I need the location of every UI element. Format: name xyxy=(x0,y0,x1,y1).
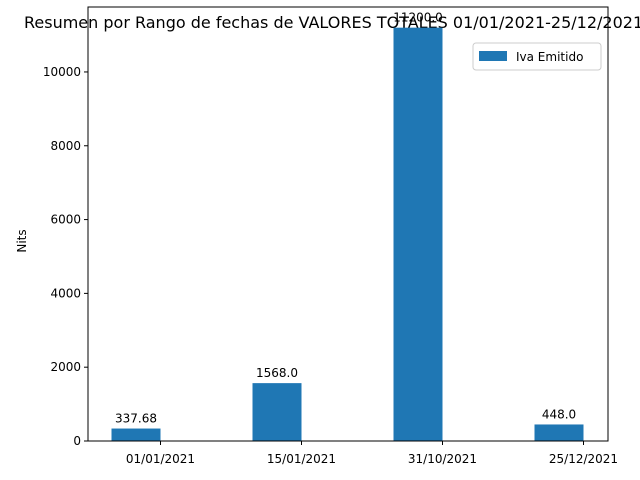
bars-layer xyxy=(111,27,584,442)
x-tick-label-2: 31/10/2021 xyxy=(408,452,477,466)
bar-value-label-3: 448.0 xyxy=(542,407,576,421)
y-tick-label-3: 6000 xyxy=(50,213,81,227)
x-tick-label-1: 15/01/2021 xyxy=(267,452,336,466)
bar-value-label-1: 1568.0 xyxy=(256,366,298,380)
legend: Iva Emitido xyxy=(472,42,602,71)
y-tick-label-0: 0 xyxy=(73,434,81,448)
y-tick-label-5: 10000 xyxy=(43,65,81,79)
bar-1 xyxy=(252,383,302,441)
y-tick-label-4: 8000 xyxy=(50,139,81,153)
bar-2 xyxy=(393,27,443,442)
bar-3 xyxy=(534,424,584,441)
legend-swatch xyxy=(479,51,507,61)
y-tick-label-1: 2000 xyxy=(50,360,81,374)
data-labels-layer: 337.68 1568.0 11200.0 448.0 xyxy=(115,11,576,426)
y-axis: 0 2000 4000 6000 8000 10000 xyxy=(43,65,88,448)
y-axis-label: Nits xyxy=(15,229,29,252)
chart-title: Resumen por Rango de fechas de VALORES T… xyxy=(24,13,640,32)
y-tick-label-2: 4000 xyxy=(50,286,81,300)
plot-frame xyxy=(87,6,609,442)
bar-value-label-0: 337.68 xyxy=(115,412,157,426)
x-tick-label-0: 01/01/2021 xyxy=(126,452,195,466)
x-tick-label-3: 25/12/2021 xyxy=(549,452,618,466)
x-axis: 01/01/2021 15/01/2021 31/10/2021 25/12/2021 xyxy=(126,441,618,466)
legend-box xyxy=(472,42,602,71)
bar-value-label-2: 11200.0 xyxy=(393,11,443,25)
legend-label: Iva Emitido xyxy=(516,50,583,64)
bar-0 xyxy=(111,428,161,441)
